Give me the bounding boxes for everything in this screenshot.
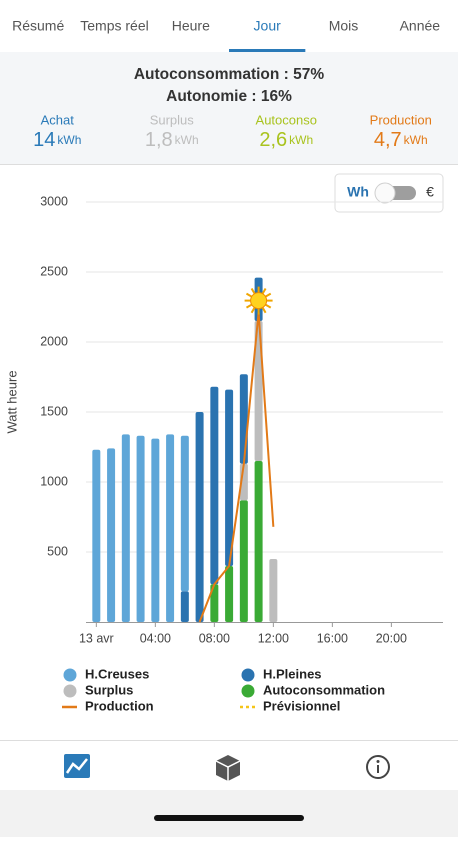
legend-label[interactable]: Prévisionnel <box>263 698 340 713</box>
y-tick-label: 2500 <box>40 264 68 278</box>
stat-unit: kWh <box>175 133 199 147</box>
home-area <box>0 790 458 837</box>
bar-segment <box>210 584 219 622</box>
autonomy-rate: Autonomie : 16% <box>166 88 292 105</box>
tab[interactable]: Mois <box>329 18 359 34</box>
bar-segment <box>180 591 189 622</box>
legend-label[interactable]: Surplus <box>85 682 133 697</box>
y-tick-label: 1500 <box>40 404 68 418</box>
tab[interactable]: Heure <box>172 18 210 34</box>
bar-segment <box>225 566 234 622</box>
legend-label[interactable]: H.Creuses <box>85 666 149 681</box>
bar-segment <box>180 435 189 592</box>
sun-ray <box>245 292 253 298</box>
stat-label: Achat <box>41 112 75 127</box>
series-line <box>198 312 275 623</box>
nav-box-icon[interactable] <box>215 755 241 781</box>
bar-segment <box>92 449 101 622</box>
sun-ray <box>250 307 256 314</box>
stat-label: Production <box>370 112 432 127</box>
nav-chart-icon[interactable] <box>64 754 90 778</box>
tab-bar <box>0 0 458 52</box>
icon-circle[interactable] <box>366 755 390 779</box>
bar-segment <box>107 448 116 622</box>
x-tick-label: 20:00 <box>376 631 407 645</box>
y-tick-label: 500 <box>47 544 68 558</box>
legend-swatch <box>241 684 255 698</box>
sun-ray <box>250 287 256 295</box>
legend-swatch <box>241 668 255 682</box>
sun-ray <box>265 303 272 309</box>
x-tick-label: 12:00 <box>258 631 289 645</box>
legend-swatch <box>63 668 77 682</box>
tab[interactable]: Temps réel <box>80 18 148 34</box>
bar-segment <box>210 386 219 585</box>
summary-panel <box>0 52 458 164</box>
stat-number: 2,6 <box>259 129 287 151</box>
bar-segment <box>225 389 234 566</box>
x-tick-label: 04:00 <box>140 631 171 645</box>
bar-segment <box>166 434 175 622</box>
bar-segment <box>151 438 160 622</box>
toggle-knob[interactable] <box>374 182 396 204</box>
tab-underline <box>229 49 306 52</box>
bar-segment <box>269 559 278 622</box>
stat-value: 4,7 kWh <box>374 129 428 151</box>
tab[interactable]: Année <box>400 18 441 34</box>
stat-value: 1,8 kWh <box>145 129 199 151</box>
bar-segment <box>195 412 204 622</box>
bar-segment <box>121 434 130 622</box>
y-axis-label: Watt heure <box>4 370 19 433</box>
stat-value: 2,6 kWh <box>259 129 313 151</box>
bar-segment <box>254 461 263 622</box>
bar-segment <box>136 435 145 622</box>
y-tick-label: 1000 <box>40 474 68 488</box>
stat-value: 14 kWh <box>33 129 81 151</box>
self-consumption-rate: Autoconsommation : 57% <box>134 66 325 83</box>
toggle-wh[interactable]: Wh <box>347 184 369 200</box>
legend-swatch <box>63 684 77 698</box>
sun-ray <box>261 307 267 314</box>
home-indicator <box>154 815 304 821</box>
tab[interactable]: Résumé <box>12 18 64 34</box>
x-tick-label: 16:00 <box>317 631 348 645</box>
sun-core <box>250 292 268 310</box>
sun-ray <box>245 303 253 309</box>
bar-segment <box>239 374 248 464</box>
stat-unit: kWh <box>404 133 428 147</box>
x-tick-label: 13 avr <box>79 631 114 645</box>
stat-number: 14 <box>33 129 55 151</box>
legend-label[interactable]: Production <box>85 698 154 713</box>
x-tick-label: 08:00 <box>199 631 230 645</box>
legend-label[interactable]: H.Pleines <box>263 666 322 681</box>
stat-number: 1,8 <box>145 129 173 151</box>
y-tick-label: 3000 <box>40 194 68 208</box>
sun-icon <box>244 286 273 315</box>
sun-ray <box>265 292 272 298</box>
tab[interactable]: Jour <box>254 18 282 34</box>
bar-segment <box>239 500 248 622</box>
nav-info-icon[interactable] <box>366 755 390 779</box>
sun-ray <box>261 287 267 295</box>
icon-line[interactable] <box>65 758 88 774</box>
stat-number: 4,7 <box>374 129 402 151</box>
stat-label: Surplus <box>150 112 195 127</box>
stat-unit: kWh <box>57 133 81 147</box>
y-tick-label: 2000 <box>40 334 68 348</box>
toggle-euro[interactable]: € <box>426 184 434 200</box>
stat-label: Autoconso <box>256 112 317 127</box>
stat-unit: kWh <box>289 133 313 147</box>
icon-dot[interactable] <box>376 760 380 763</box>
legend-label[interactable]: Autoconsommation <box>263 682 385 697</box>
